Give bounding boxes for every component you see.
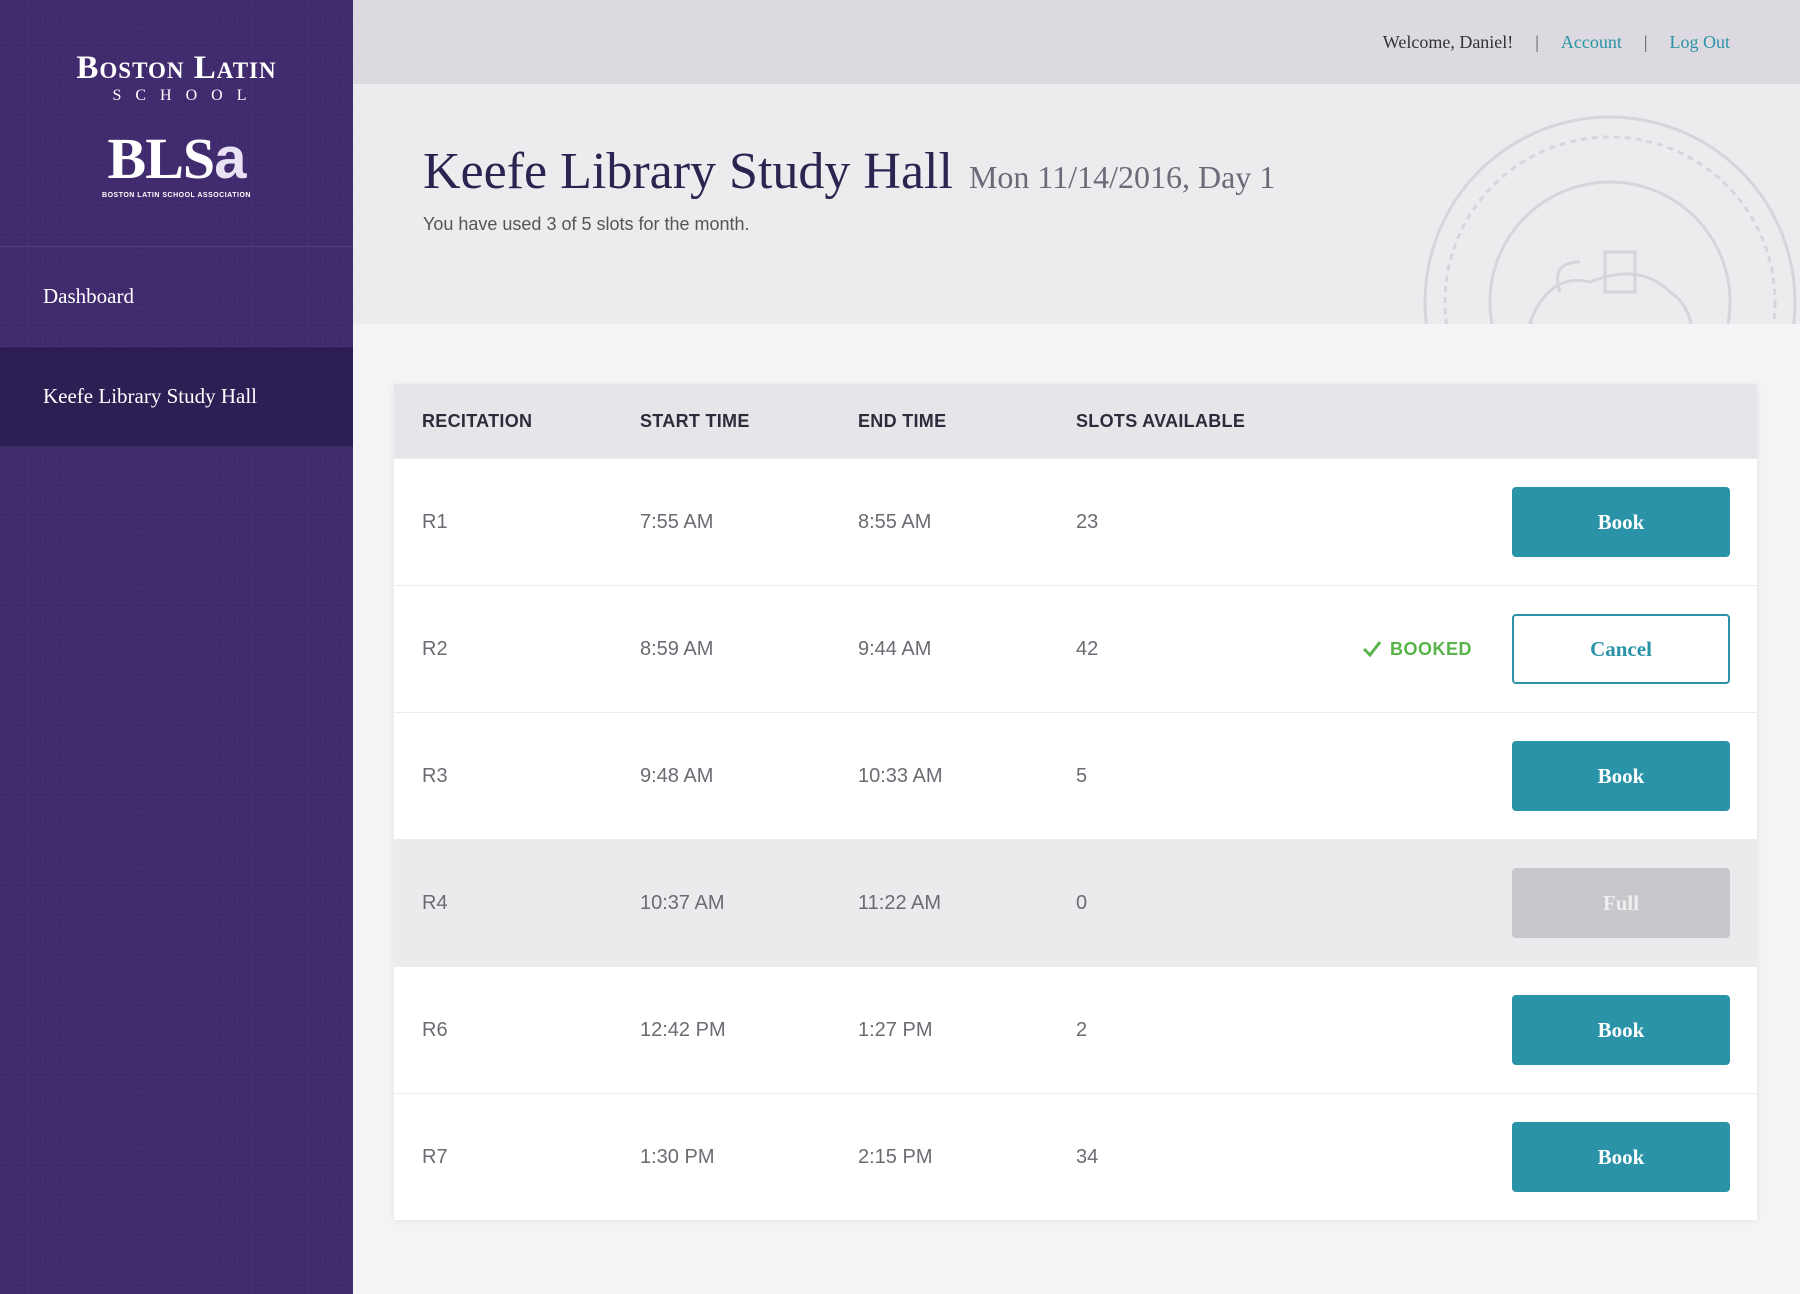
table-header: RECITATION START TIME END TIME SLOTS AVA…: [394, 384, 1757, 458]
end-time-cell: 10:33 AM: [858, 764, 943, 787]
end-time-cell: 9:44 AM: [858, 637, 932, 660]
column-header-end-time: END TIME: [858, 410, 947, 431]
start-time-cell: 1:30 PM: [640, 1145, 715, 1168]
recitation-cell: R2: [422, 637, 448, 660]
sidebar-item-dashboard[interactable]: Dashboard: [0, 247, 353, 347]
book-button[interactable]: Book: [1512, 487, 1730, 557]
school-seal-icon: [1423, 115, 1797, 324]
recitation-cell: R4: [422, 891, 448, 914]
brand-logo[interactable]: Boston Latin SCHOOL BLSa BOSTON LATIN SC…: [0, 0, 353, 247]
start-time-cell: 8:59 AM: [640, 637, 714, 660]
start-time-cell: 7:55 AM: [640, 510, 714, 533]
brand-association: BOSTON LATIN SCHOOL ASSOCIATION: [102, 192, 251, 199]
booked-label: BOOKED: [1390, 638, 1473, 659]
table-row: R3 9:48 AM 10:33 AM 5 Book: [394, 712, 1757, 839]
page-title-text: Keefe Library Study Hall: [423, 143, 953, 200]
recitation-cell: R1: [422, 510, 448, 533]
brand-name: Boston Latin: [76, 50, 277, 86]
end-time-cell: 8:55 AM: [858, 510, 932, 533]
table-row: R4 10:37 AM 11:22 AM 0 Full: [394, 839, 1757, 966]
table-row: R7 1:30 PM 2:15 PM 34 Book: [394, 1093, 1757, 1220]
divider: |: [1643, 31, 1648, 52]
end-time-cell: 2:15 PM: [858, 1145, 933, 1168]
logout-link[interactable]: Log Out: [1669, 31, 1731, 52]
column-header-slots-available: SLOTS AVAILABLE: [1076, 410, 1246, 431]
usage-text: You have used 3 of 5 slots for the month…: [423, 214, 750, 234]
top-bar: Welcome, Daniel! | Account | Log Out: [353, 0, 1800, 84]
account-link[interactable]: Account: [1560, 31, 1622, 52]
divider: |: [1535, 31, 1539, 52]
end-time-cell: 1:27 PM: [858, 1018, 933, 1041]
recitation-cell: R3: [422, 764, 448, 787]
slots-available-cell: 34: [1076, 1145, 1099, 1168]
table-row: R6 12:42 PM 1:27 PM 2 Book: [394, 966, 1757, 1093]
slots-available-cell: 42: [1076, 637, 1099, 660]
page-date: Mon 11/14/2016, Day 1: [968, 159, 1276, 195]
table-row: R1 7:55 AM 8:55 AM 23 Book: [394, 458, 1757, 585]
recitation-cell: R7: [422, 1145, 448, 1168]
full-button: Full: [1512, 868, 1730, 938]
recitation-table: RECITATION START TIME END TIME SLOTS AVA…: [394, 384, 1757, 1220]
page-header: Keefe Library Study Hall Mon 11/14/2016,…: [353, 84, 1800, 324]
end-time-cell: 11:22 AM: [858, 891, 942, 914]
sidebar-item-keefe-library-study-hall[interactable]: Keefe Library Study Hall: [0, 347, 353, 447]
book-button[interactable]: Book: [1512, 995, 1730, 1065]
slots-available-cell: 0: [1076, 891, 1088, 914]
welcome-text: Welcome, Daniel!: [1382, 31, 1514, 52]
slots-available-cell: 23: [1076, 510, 1099, 533]
sidebar: Boston Latin SCHOOL BLSa BOSTON LATIN SC…: [0, 0, 353, 1294]
slots-available-cell: 5: [1076, 764, 1088, 787]
start-time-cell: 9:48 AM: [640, 764, 714, 787]
slots-available-cell: 2: [1076, 1018, 1088, 1041]
blsa-logo: BLSa: [0, 128, 353, 190]
blsa-logo-text: BLS: [107, 126, 216, 191]
table-row: R2 8:59 AM 9:44 AM 42 BOOKED Cancel: [394, 585, 1757, 712]
recitation-cell: R6: [422, 1018, 448, 1041]
checkmark-icon: [1362, 641, 1382, 658]
page-title: Keefe Library Study Hall Mon 11/14/2016,…: [423, 142, 1275, 201]
column-header-start-time: START TIME: [640, 410, 750, 431]
blsa-logo-letter: a: [214, 126, 246, 191]
column-header-recitation: RECITATION: [422, 410, 533, 431]
book-button[interactable]: Book: [1512, 741, 1730, 811]
booked-status: BOOKED: [1362, 639, 1472, 660]
start-time-cell: 10:37 AM: [640, 891, 725, 914]
book-button[interactable]: Book: [1512, 1122, 1730, 1192]
cancel-button[interactable]: Cancel: [1512, 614, 1730, 684]
brand-subtitle: SCHOOL: [112, 87, 261, 104]
sidebar-nav: Dashboard Keefe Library Study Hall: [0, 247, 353, 447]
start-time-cell: 12:42 PM: [640, 1018, 726, 1041]
